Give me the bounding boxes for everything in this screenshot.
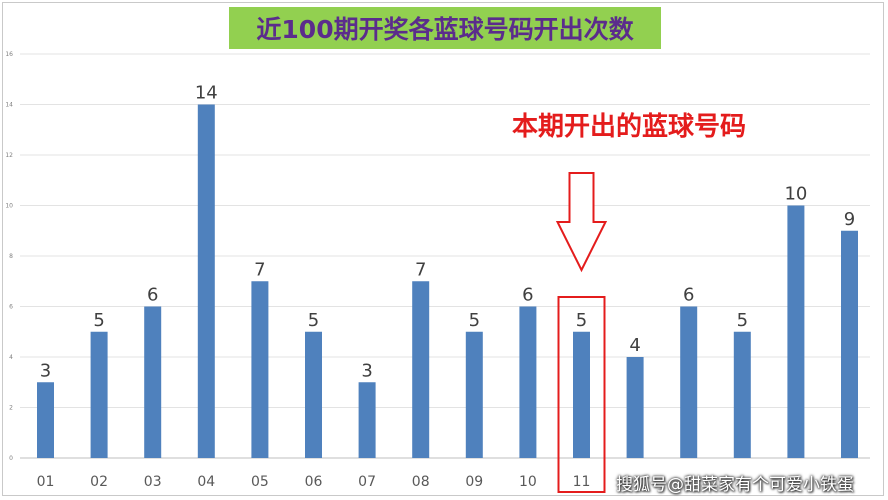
y-tick-label: 10 — [5, 203, 13, 210]
down-arrow-icon — [555, 172, 608, 273]
annotation-text: 本期开出的蓝球号码 — [512, 112, 747, 142]
data-label-15: 10 — [784, 184, 807, 205]
data-label-10: 6 — [522, 285, 533, 306]
y-tick-label: 8 — [9, 253, 13, 260]
data-label-12: 4 — [629, 335, 640, 356]
data-label-16: 9 — [844, 209, 855, 230]
data-label-03: 6 — [147, 285, 158, 306]
data-label-04: 14 — [195, 83, 218, 104]
y-tick-label: 0 — [9, 455, 13, 462]
x-tick-label-04: 04 — [197, 474, 215, 490]
x-tick-label-01: 01 — [37, 474, 55, 490]
y-tick-label: 2 — [9, 405, 13, 412]
y-tick-label: 4 — [9, 354, 13, 361]
data-label-14: 5 — [737, 310, 748, 331]
bar-16 — [841, 230, 858, 458]
data-label-01: 3 — [40, 360, 51, 381]
data-label-09: 5 — [469, 310, 480, 331]
data-label-06: 5 — [308, 310, 319, 331]
bar-12 — [626, 357, 644, 458]
y-tick-labels: 0 2 4 6 8 10 12 14 16 — [5, 51, 13, 462]
bar-09 — [465, 331, 483, 458]
x-tick-label-05: 05 — [251, 474, 269, 490]
bar-02 — [90, 331, 108, 458]
bar-13 — [680, 306, 698, 458]
x-tick-label-11: 11 — [573, 474, 591, 490]
x-tick-label-08: 08 — [412, 474, 430, 490]
bar-10 — [519, 306, 537, 458]
y-tick-label: 14 — [5, 102, 13, 109]
data-label-11: 5 — [576, 310, 587, 331]
y-tick-label: 16 — [5, 51, 13, 58]
bar-06 — [305, 331, 322, 458]
x-tick-label-07: 07 — [358, 474, 376, 490]
chart-title: 近100期开奖各蓝球号码开出次数 — [229, 7, 661, 49]
bar-15 — [787, 205, 805, 458]
y-tick-label: 6 — [9, 304, 13, 311]
bar-05 — [251, 281, 269, 458]
grid-lines — [20, 53, 870, 459]
y-tick-label: 12 — [5, 152, 13, 159]
data-label-05: 7 — [254, 259, 265, 280]
x-tick-label-03: 03 — [144, 474, 162, 490]
x-tick-label-06: 06 — [305, 474, 323, 490]
watermark: 搜狐号@甜菜家有个可爱小铁蛋 — [616, 475, 854, 495]
chart-title-text: 近100期开奖各蓝球号码开出次数 — [256, 15, 634, 44]
bar-04 — [197, 104, 215, 458]
data-label-07: 3 — [361, 360, 372, 381]
bar-07 — [358, 382, 376, 458]
x-tick-labels: 01 02 03 04 05 06 07 08 09 10 11 — [37, 474, 591, 490]
x-tick-label-10: 10 — [519, 474, 537, 490]
bar-14 — [733, 331, 751, 458]
data-label-13: 6 — [683, 285, 694, 306]
bar-01 — [37, 382, 54, 458]
data-label-02: 5 — [93, 310, 104, 331]
bar-11 — [573, 331, 590, 458]
bar-08 — [412, 281, 430, 458]
bars — [37, 104, 858, 458]
data-label-08: 7 — [415, 259, 426, 280]
highlight-box — [557, 296, 606, 493]
x-tick-label-09: 09 — [465, 474, 483, 490]
bar-03 — [144, 306, 162, 458]
x-tick-label-02: 02 — [90, 474, 108, 490]
data-labels: 3 5 6 14 7 5 3 7 5 6 5 4 6 5 10 9 — [40, 83, 855, 382]
annotation-marks — [555, 172, 608, 493]
